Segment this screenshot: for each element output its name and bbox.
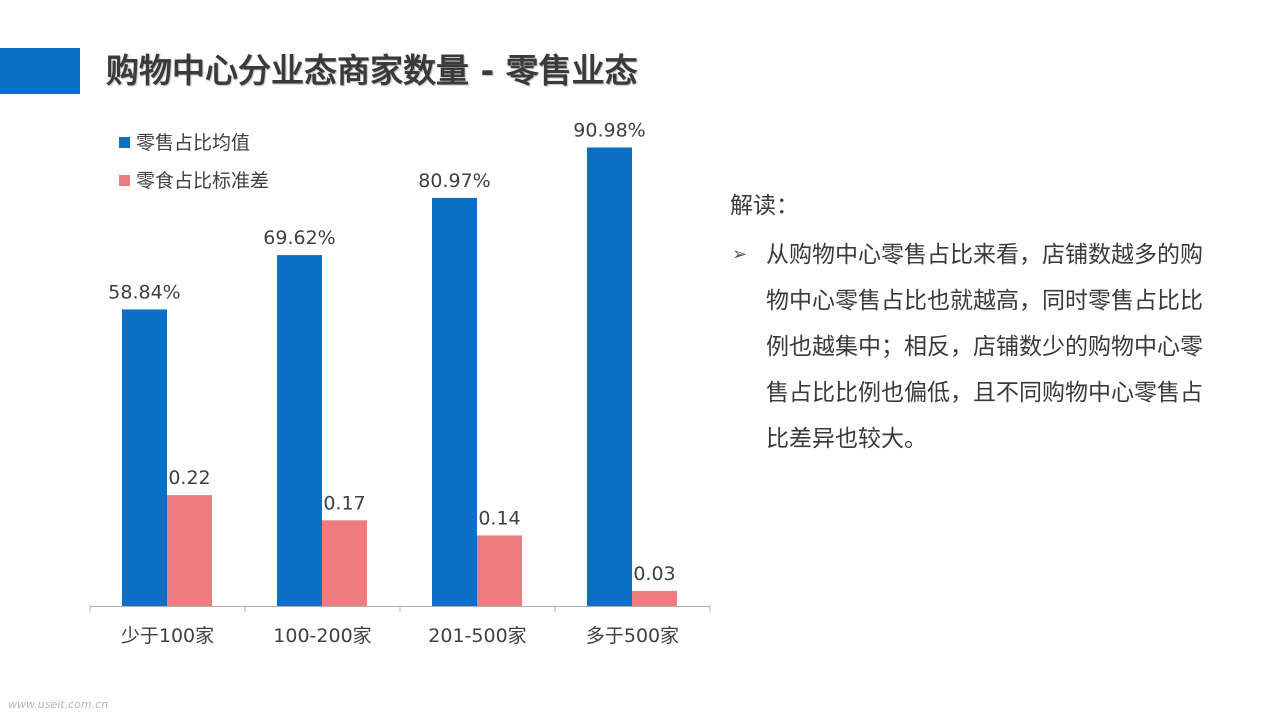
bar-retail-mean <box>277 255 322 606</box>
data-label: 58.84% <box>108 281 180 303</box>
x-tick-label: 100-200家 <box>273 625 371 647</box>
interpretation-heading: 解读： <box>730 193 799 219</box>
data-label: 0.22 <box>168 467 210 489</box>
bar-retail-mean <box>122 309 167 606</box>
title-accent-bar <box>0 48 80 94</box>
legend-swatch <box>119 175 130 186</box>
bar-retail-mean <box>432 197 477 606</box>
x-tick-label: 多于500家 <box>586 625 679 647</box>
page-title: 购物中心分业态商家数量 - 零售业态 <box>106 51 638 90</box>
data-label: 0.03 <box>633 563 675 585</box>
interpretation-panel: 解读： ➢ 从购物中心零售占比来看，店铺数越多的购物中心零售占比也就越高，同时零… <box>730 186 1210 462</box>
legend-swatch <box>119 137 130 148</box>
bar-snack-stddev <box>632 590 677 606</box>
data-label: 0.14 <box>478 507 520 529</box>
bar-snack-stddev <box>167 495 212 606</box>
bar-snack-stddev <box>322 520 367 606</box>
legend-label: 零售占比均值 <box>136 132 250 154</box>
arrow-right-icon: ➢ <box>732 244 748 265</box>
x-tick-label: 少于100家 <box>121 625 214 647</box>
bar-snack-stddev <box>477 535 522 606</box>
x-tick-label: 201-500家 <box>428 625 526 647</box>
bar-retail-mean <box>587 147 632 606</box>
data-label: 0.17 <box>323 492 365 514</box>
bar-chart: 58.84% 0.22 少于100家 69.62% 0.17 100-200家 80.97%… <box>89 119 711 647</box>
interpretation-text: 从购物中心零售占比来看，店铺数越多的购物中心零售占比也就越高，同时零售占比比例也… <box>766 242 1203 452</box>
data-label: 69.62% <box>263 227 335 249</box>
interpretation-item: ➢ 从购物中心零售占比来看，店铺数越多的购物中心零售占比也就越高，同时零售占比比… <box>730 232 1210 462</box>
data-label: 90.98% <box>573 119 645 141</box>
watermark: www.useit.com.cn <box>8 698 109 711</box>
data-label: 80.97% <box>418 170 490 192</box>
legend-label: 零食占比标准差 <box>136 170 269 192</box>
